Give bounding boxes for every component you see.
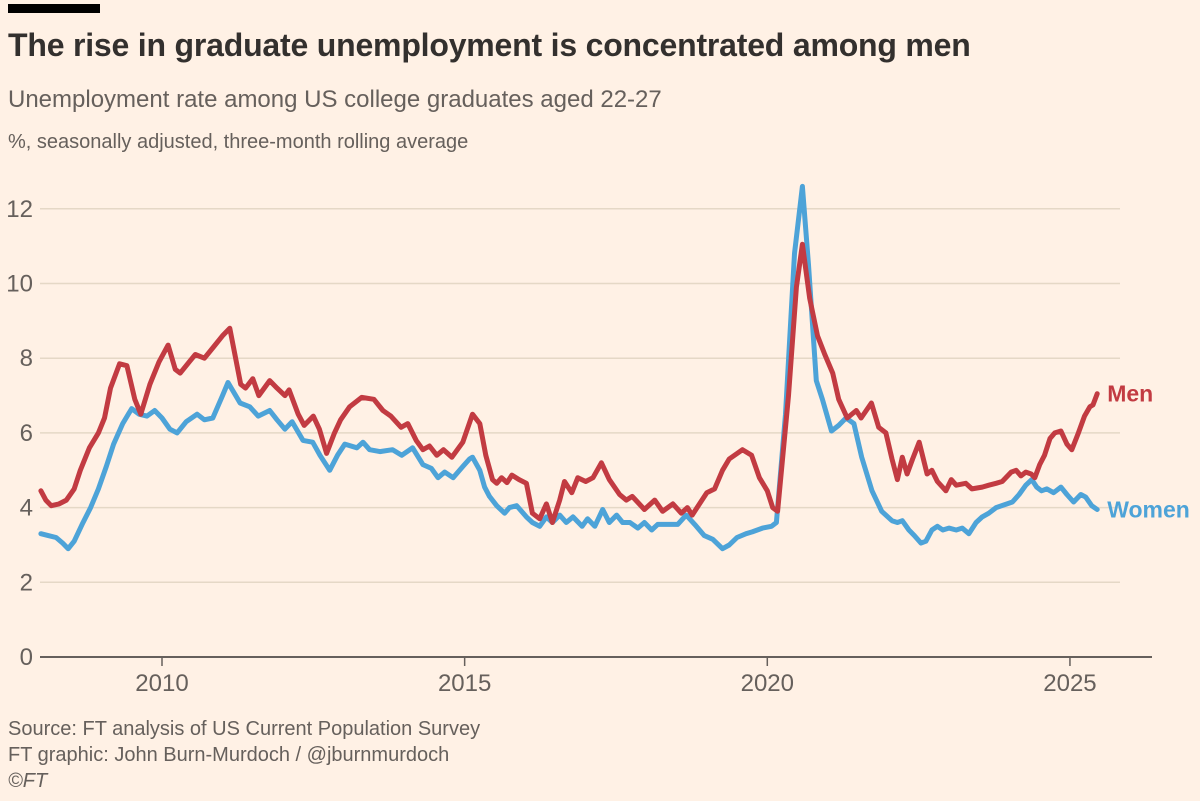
axis-unit-note: %, seasonally adjusted, three-month roll… [8,131,469,153]
y-tick-label: 12 [6,196,33,223]
y-tick-label: 10 [6,271,33,298]
men-line [38,241,1100,525]
credit-note: FT graphic: John Burn-Murdoch / @jburnmu… [8,744,450,766]
chart-footer: Source: FT analysis of US Current Popula… [8,716,908,794]
chart-subtitle: Unemployment rate among US college gradu… [8,86,662,113]
y-tick-label: 0 [20,644,33,671]
x-tick-label: 2020 [741,670,794,697]
x-tick-label: 2025 [1043,670,1096,697]
x-tick-label: 2010 [135,670,188,697]
source-note: Source: FT analysis of US Current Popula… [8,718,481,740]
ft-top-bar [8,4,100,13]
y-tick-label: 4 [20,495,33,522]
y-tick-label: 2 [20,569,33,596]
chart-title: The rise in graduate unemployment is con… [8,27,971,63]
x-tick-label: 2015 [438,670,491,697]
women-series-label: Women [1107,496,1190,522]
women-line [38,183,1100,552]
men-series-label: Men [1107,381,1153,407]
copyright-note: ©FT [8,770,48,792]
y-tick-label: 8 [20,345,33,372]
y-tick-label: 6 [20,420,33,447]
